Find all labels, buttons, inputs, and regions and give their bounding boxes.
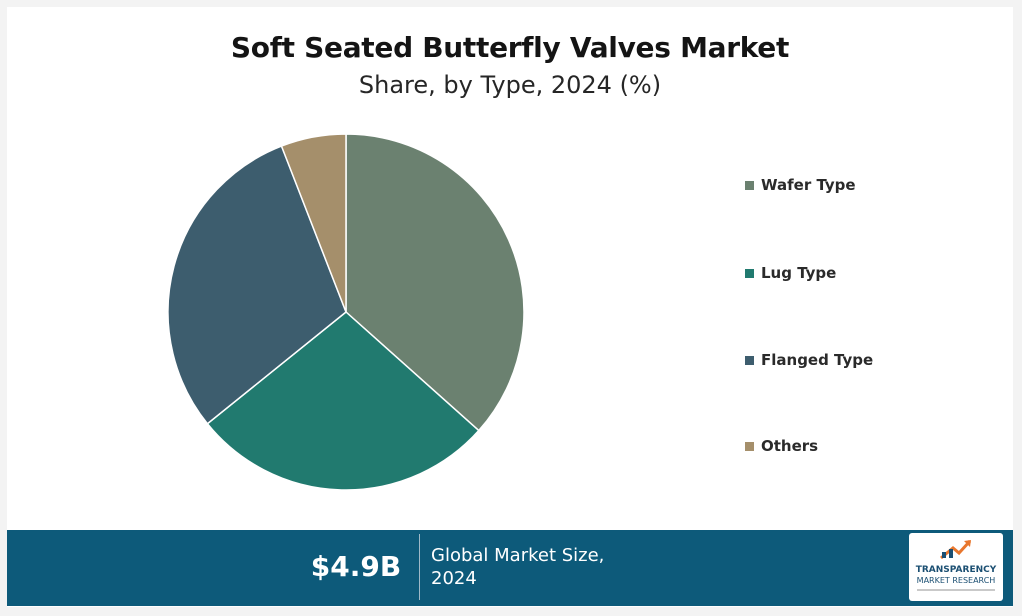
legend-item-flanged-type: Flanged Type (745, 350, 873, 370)
legend-label-wafer-type: Wafer Type (761, 176, 856, 194)
footer-divider (419, 534, 420, 600)
logo-text-line2: MARKET RESEARCH (916, 576, 996, 585)
legend-item-wafer-type: Wafer Type (745, 175, 856, 195)
pie-slice-flanged-type (167, 145, 347, 425)
legend-label-others: Others (761, 437, 819, 455)
market-size-footer: $4.9B Global Market Size, 2024 TRANSPARE… (7, 530, 1013, 606)
legend-swatch-flanged-type (745, 355, 754, 365)
legend-label-flanged-type: Flanged Type (761, 351, 874, 369)
market-size-caption: Global Market Size, 2024 (431, 544, 691, 590)
legend-label-lug-type: Lug Type (761, 264, 837, 282)
brand-logo: TRANSPARENCY MARKET RESEARCH (909, 533, 1003, 601)
pie-slice-lug-type (206, 311, 480, 491)
legend-swatch-wafer-type (745, 180, 754, 190)
logo-text-line1: TRANSPARENCY (915, 565, 997, 575)
market-size-value: $4.9B (310, 550, 402, 583)
logo-tagline (917, 589, 995, 591)
pie-slice-wafer-type (345, 133, 525, 432)
legend-swatch-others (745, 441, 754, 451)
market-size-caption-line2: 2024 (431, 568, 477, 589)
legend-item-others: Others (745, 436, 818, 456)
legend-item-lug-type: Lug Type (745, 263, 836, 283)
legend-swatch-lug-type (745, 268, 754, 278)
pie-chart (167, 133, 525, 491)
pie-slice-others (280, 133, 347, 313)
market-size-caption-line1: Global Market Size, (431, 545, 605, 566)
chart-frame: Soft Seated Butterfly Valves Market Shar… (7, 7, 1013, 607)
chart-subtitle: Share, by Type, 2024 (%) (358, 71, 662, 99)
logo-mark-icon (940, 539, 972, 560)
chart-title: Soft Seated Butterfly Valves Market (230, 31, 790, 64)
